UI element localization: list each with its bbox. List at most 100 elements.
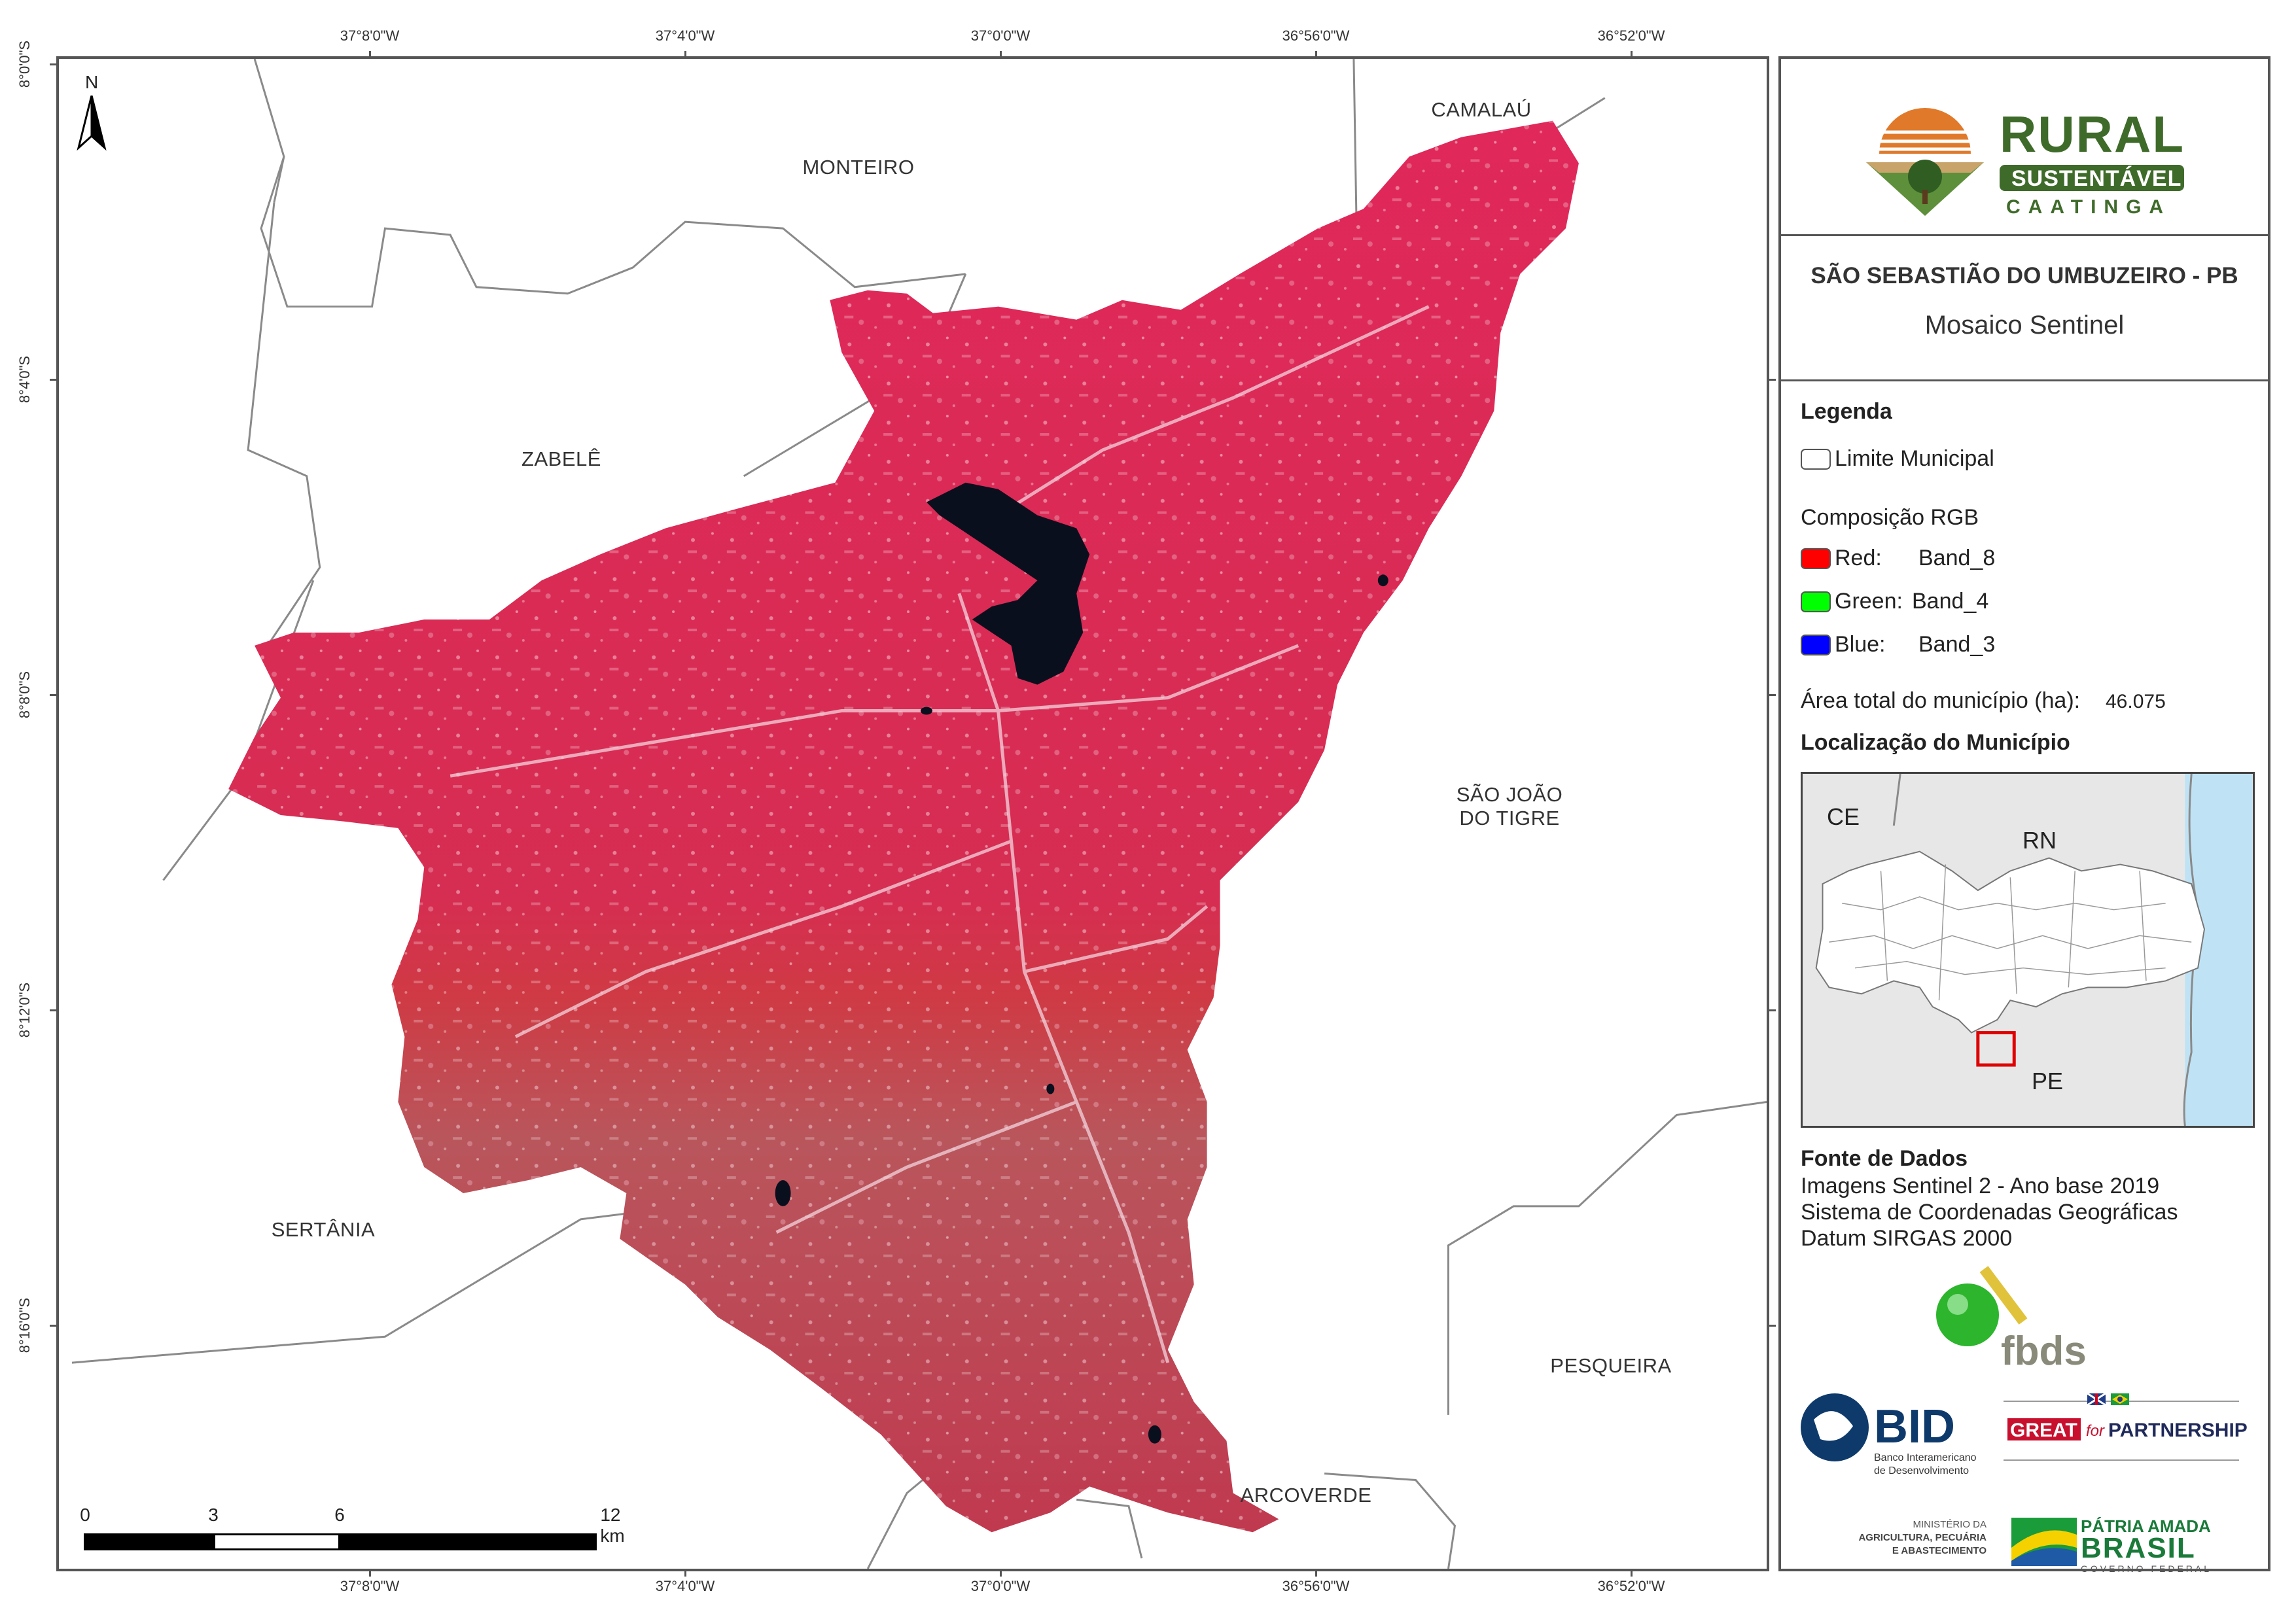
ministerio-line1: MINISTÉRIO DA xyxy=(1913,1519,1987,1530)
tick-mark xyxy=(50,694,56,696)
reservoir xyxy=(926,482,1090,685)
great-for-text: for xyxy=(2086,1422,2105,1440)
sun-landscape-icon xyxy=(1866,108,1984,216)
red-band-swatch xyxy=(1801,548,1831,569)
tick-x-bottom: 37°8'0"W xyxy=(340,1578,400,1594)
scale-label: 3 xyxy=(208,1505,219,1525)
tick-mark xyxy=(684,51,686,58)
inset-label-rn: RN xyxy=(2022,827,2057,854)
tick-y-left: 8°16'0"S xyxy=(16,1297,33,1353)
red-band-value: Band_8 xyxy=(1918,546,1996,570)
municipality-mosaic xyxy=(228,120,1579,1533)
tick-mark xyxy=(1631,1570,1633,1577)
label-monteiro: MONTEIRO xyxy=(802,156,915,179)
tick-y-left: 8°8'0"S xyxy=(16,671,33,719)
map-title: SÃO SEBASTIÃO DO UMBUZEIRO - PB xyxy=(1810,263,2238,288)
green-band-label: Green: xyxy=(1835,589,1903,614)
great-logo-text: GREAT xyxy=(2010,1420,2077,1441)
tick-mark xyxy=(1315,1570,1317,1577)
scale-segment xyxy=(339,1533,597,1550)
tick-y-left: 8°12'0"S xyxy=(16,982,33,1038)
bid-sub1: Banco Interamericano xyxy=(1874,1452,1977,1463)
label-pesqueira: PESQUEIRA xyxy=(1550,1354,1672,1377)
satellite-map xyxy=(71,59,1767,1569)
separator xyxy=(1781,234,2268,236)
tick-mark xyxy=(1769,1325,1776,1327)
location-heading: Localização do Município xyxy=(1801,730,2070,755)
source-line: Datum SIRGAS 2000 xyxy=(1801,1226,2013,1251)
tick-x-top: 36°52'0"W xyxy=(1597,27,1665,44)
logo-sustentavel-text: SUSTENTÁVEL xyxy=(2011,166,2182,191)
scale-label: 0 xyxy=(80,1505,90,1525)
label-sao-joao-do-tigre: SÃO JOÃO DO TIGRE xyxy=(1457,783,1563,830)
sponsor-logos-graphics xyxy=(1801,1266,2239,1566)
label-camalau: CAMALAÚ xyxy=(1431,98,1532,121)
paraiba-state xyxy=(1815,850,2206,1034)
rural-sustentavel-logo: RURAL SUSTENTÁVEL CAATINGA xyxy=(1860,92,2200,222)
governo-federal-text: GOVERNO FEDERAL xyxy=(2081,1563,2212,1574)
bid-sub2: de Desenvolvimento xyxy=(1874,1465,1969,1476)
label-sertania: SERTÂNIA xyxy=(271,1218,376,1241)
scale-segment xyxy=(84,1533,215,1550)
inset-label-ce: CE xyxy=(1826,803,1860,830)
source-heading: Fonte de Dados xyxy=(1801,1146,1968,1171)
red-band-label: Red: xyxy=(1835,546,1882,570)
tick-mark xyxy=(1315,51,1317,58)
tick-mark xyxy=(1769,379,1776,381)
fbds-logo-text: fbds xyxy=(2001,1329,2087,1374)
tick-x-top: 37°8'0"W xyxy=(340,27,400,44)
scale-label: 6 xyxy=(334,1505,345,1525)
logo-caatinga-text: CAATINGA xyxy=(2006,196,2172,218)
logo-rural-text: RURAL xyxy=(2000,105,2185,163)
tick-mark xyxy=(50,1325,56,1327)
tick-x-bottom: 37°4'0"W xyxy=(655,1578,715,1594)
patria-amada-text: PÁTRIA AMADA xyxy=(2081,1516,2211,1536)
tick-x-bottom: 36°56'0"W xyxy=(1282,1578,1350,1594)
tick-mark xyxy=(1000,1570,1002,1577)
location-inset-map: CE RN PE xyxy=(1801,772,2255,1128)
map-frame xyxy=(56,56,1769,1571)
tick-mark xyxy=(1769,1009,1776,1011)
limit-label: Limite Municipal xyxy=(1835,446,1994,471)
bid-logo-text: BID xyxy=(1874,1401,1955,1453)
tick-mark xyxy=(50,1009,56,1011)
north-arrow: N xyxy=(76,72,115,157)
label-sao-joao-line2: DO TIGRE xyxy=(1459,807,1560,829)
map-subtitle: Mosaico Sentinel xyxy=(1924,311,2125,340)
north-arrow-icon xyxy=(77,96,107,151)
green-band-value: Band_4 xyxy=(1912,589,1989,614)
source-line: Sistema de Coordenadas Geográficas xyxy=(1801,1200,2178,1225)
label-arcoverde: ARCOVERDE xyxy=(1240,1484,1372,1507)
brasil-text: BRASIL xyxy=(2081,1532,2196,1564)
great-partnership-text: PARTNERSHIP xyxy=(2108,1420,2248,1441)
label-zabele: ZABELÊ xyxy=(521,447,601,470)
tick-mark xyxy=(684,1570,686,1577)
separator xyxy=(1781,379,2268,381)
tick-x-bottom: 36°52'0"W xyxy=(1597,1578,1665,1594)
tick-x-bottom: 37°0'0"W xyxy=(970,1578,1031,1594)
green-band-swatch xyxy=(1801,591,1831,612)
tick-mark xyxy=(50,379,56,381)
legend-panel: RURAL SUSTENTÁVEL CAATINGA SÃO SEBASTIÃO… xyxy=(1778,56,2270,1574)
tick-mark xyxy=(1000,51,1002,58)
north-label: N xyxy=(85,72,99,92)
tick-x-top: 37°0'0"W xyxy=(970,27,1031,44)
label-sao-joao-line1: SÃO JOÃO xyxy=(1456,783,1563,806)
area-label: Área total do município (ha): xyxy=(1801,688,2081,713)
tick-mark xyxy=(369,1570,371,1577)
tick-x-top: 36°56'0"W xyxy=(1282,27,1350,44)
tick-y-left: 8°4'0"S xyxy=(16,355,33,404)
logo-sustentavel-banner xyxy=(2000,165,2184,191)
ministerio-line2: AGRICULTURA, PECUÁRIA xyxy=(1858,1532,1987,1543)
tick-mark xyxy=(369,51,371,58)
rgb-heading: Composição RGB xyxy=(1801,505,1979,530)
blue-band-label: Blue: xyxy=(1835,632,1886,657)
tick-mark xyxy=(1769,694,1776,696)
tick-y-left: 8°0'0"S xyxy=(16,40,33,88)
ministerio-line3: E ABASTECIMENTO xyxy=(1892,1545,1987,1556)
paraiba-inset xyxy=(1815,774,2253,1126)
blue-band-swatch xyxy=(1801,635,1831,655)
area-value: 46.075 xyxy=(2106,691,2166,712)
limit-swatch xyxy=(1801,449,1831,470)
inset-label-pe: PE xyxy=(2031,1068,2064,1094)
